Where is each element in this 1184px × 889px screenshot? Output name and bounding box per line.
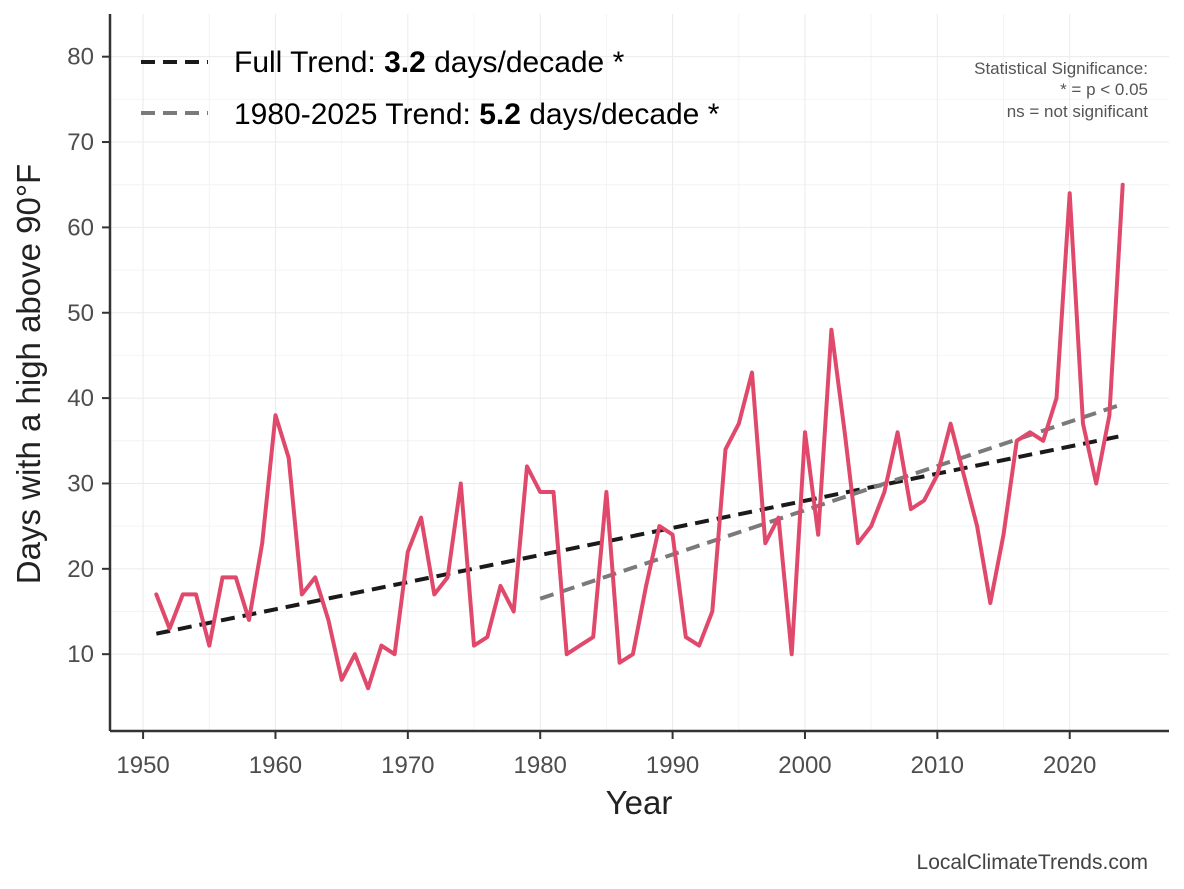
y-tick-label: 50 xyxy=(67,300,94,327)
trend-lines xyxy=(155,402,1124,636)
y-tick-label: 40 xyxy=(67,385,94,412)
x-tick-label: 2010 xyxy=(911,752,964,779)
y-tick-label: 60 xyxy=(67,214,94,241)
x-tick-label: 1990 xyxy=(646,752,699,779)
significance-title: Statistical Significance: xyxy=(974,59,1148,78)
trend-line-recent xyxy=(539,402,1124,601)
y-tick-label: 10 xyxy=(67,641,94,668)
significance-p-value: * = p < 0.05 xyxy=(1060,80,1148,99)
y-axis-ticks: 10 20 30 40 50 60 70 80 xyxy=(67,44,110,668)
x-tick-label: 1950 xyxy=(116,752,169,779)
x-tick-label: 1980 xyxy=(514,752,567,779)
x-axis-title: Year xyxy=(606,784,673,821)
x-tick-label: 1960 xyxy=(249,752,302,779)
y-tick-label: 80 xyxy=(67,44,94,71)
y-tick-label: 30 xyxy=(67,470,94,497)
legend-label-recent-trend: 1980-2025 Trend: 5.2 days/decade * xyxy=(234,98,720,131)
y-tick-label: 70 xyxy=(67,129,94,156)
credit-text: LocalClimateTrends.com xyxy=(917,851,1148,874)
y-axis-title: Days with a high above 90°F xyxy=(10,164,47,584)
legend: Full Trend: 3.2 days/decade * 1980-2025 … xyxy=(141,46,720,131)
significance-ns: ns = not significant xyxy=(1007,102,1149,121)
x-tick-label: 1970 xyxy=(381,752,434,779)
grid xyxy=(110,14,1169,731)
x-tick-label: 2000 xyxy=(778,752,831,779)
x-axis-ticks: 1950 1960 1970 1980 1990 2000 2010 2020 xyxy=(116,731,1096,779)
x-tick-label: 2020 xyxy=(1043,752,1096,779)
series-line-days-above-90 xyxy=(154,182,1125,691)
data-series xyxy=(154,182,1125,691)
significance-note: Statistical Significance: * = p < 0.05 n… xyxy=(974,59,1148,121)
legend-label-full-trend: Full Trend: 3.2 days/decade * xyxy=(234,46,625,79)
y-tick-label: 20 xyxy=(67,556,94,583)
